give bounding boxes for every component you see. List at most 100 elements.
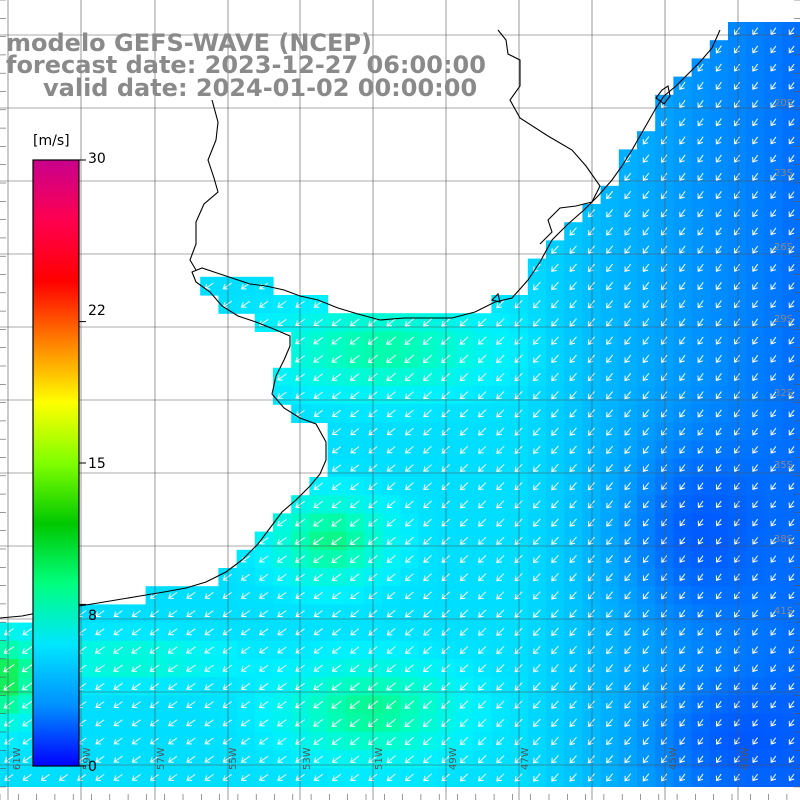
wind-arrow — [679, 591, 686, 600]
wind-arrow — [770, 573, 777, 582]
wind-arrow — [496, 627, 505, 636]
wind-arrow — [587, 573, 595, 582]
wind-arrow — [606, 318, 614, 327]
lat-label: 20S — [774, 98, 793, 109]
wind-arrow — [404, 555, 414, 563]
wind-arrow — [587, 700, 595, 709]
wind-arrow — [404, 700, 415, 709]
wind-arrow — [532, 773, 541, 782]
wind-arrow — [259, 591, 269, 599]
wind-arrow — [404, 518, 414, 527]
wind-arrow — [587, 391, 595, 400]
wind-arrow — [21, 664, 33, 673]
wind-arrow — [606, 700, 614, 709]
wind-arrow — [258, 719, 269, 727]
wind-arrow — [587, 664, 595, 673]
wind-arrow — [770, 118, 777, 127]
wind-arrow — [313, 373, 324, 381]
wind-arrow — [715, 227, 722, 236]
wind-arrow — [532, 409, 541, 418]
wind-arrow — [131, 719, 141, 727]
wind-arrow — [58, 773, 69, 781]
wind-arrow — [697, 172, 704, 181]
wind-arrow — [313, 500, 324, 509]
wind-arrow — [752, 245, 759, 254]
wind-arrow — [569, 682, 577, 691]
wind-arrow — [496, 372, 505, 382]
wind-arrow — [697, 609, 704, 618]
wind-arrow — [752, 191, 759, 200]
wind-arrow — [587, 627, 595, 636]
title-model: modelo GEFS-WAVE (NCEP) — [6, 29, 372, 57]
wind-arrow — [624, 190, 632, 200]
wind-arrow — [606, 536, 613, 545]
wind-arrow — [697, 318, 704, 327]
wind-arrow — [697, 755, 704, 764]
wind-arrow — [349, 318, 360, 327]
wind-arrow — [404, 500, 414, 509]
wind-arrow — [404, 427, 414, 436]
wind-arrow — [423, 500, 432, 509]
wind-arrow — [606, 591, 614, 600]
wind-arrow — [459, 773, 469, 782]
wind-arrow — [788, 646, 795, 654]
wind-arrow — [168, 591, 178, 599]
wind-arrow — [715, 464, 722, 472]
wind-arrow — [569, 573, 577, 582]
wind-arrow — [697, 519, 704, 527]
wind-arrow — [770, 45, 777, 54]
wind-arrow — [331, 573, 342, 581]
wind-arrow — [697, 773, 704, 782]
wind-arrow — [642, 645, 650, 655]
wind-arrow — [222, 719, 232, 727]
wind-arrow — [788, 537, 795, 545]
wind-arrow — [331, 536, 342, 545]
wind-arrow — [204, 737, 214, 745]
wind-arrow — [258, 682, 269, 690]
title-forecast-date: forecast date: 2023-12-27 06:00:00 — [6, 51, 486, 79]
wind-arrow — [496, 409, 505, 418]
wind-arrow — [679, 500, 686, 509]
wind-arrow — [459, 555, 469, 563]
wind-arrow — [679, 664, 686, 673]
wind-arrow — [386, 628, 396, 636]
coastline-main — [0, 29, 721, 619]
wind-arrow — [478, 464, 487, 472]
wind-arrow — [276, 537, 287, 545]
wind-arrow — [587, 554, 595, 564]
wind-arrow — [770, 737, 777, 745]
wind-arrow — [569, 554, 577, 564]
wind-arrow — [240, 773, 251, 781]
wind-arrow — [532, 718, 541, 728]
wind-arrow — [624, 518, 632, 527]
lon-label: 51W — [374, 747, 385, 770]
wind-arrow — [404, 336, 415, 345]
wind-arrow — [240, 701, 251, 709]
wind-arrow — [587, 300, 595, 309]
wind-arrow — [478, 482, 487, 491]
wind-arrow — [770, 773, 777, 782]
wind-arrow — [423, 518, 432, 527]
wind-arrow — [642, 500, 650, 509]
wind-arrow — [770, 191, 777, 199]
wind-arrow — [679, 282, 686, 291]
wind-arrow — [551, 409, 559, 418]
wind-arrow — [131, 682, 141, 690]
wind-arrow — [788, 555, 795, 563]
wind-arrow — [569, 245, 577, 254]
wind-arrow — [22, 628, 32, 636]
wind-arrow — [679, 700, 686, 709]
wind-arrow — [569, 591, 577, 600]
lat-label: 29S — [774, 314, 793, 325]
wind-arrow — [715, 409, 722, 418]
wind-arrow — [313, 300, 323, 308]
wind-arrow — [422, 700, 433, 709]
wind-arrow — [478, 555, 487, 563]
wind-arrow — [496, 300, 505, 309]
wind-arrow — [624, 536, 632, 545]
wind-arrow — [569, 627, 577, 637]
wind-arrow — [386, 409, 396, 418]
wind-arrow — [240, 591, 251, 599]
wind-arrow — [551, 482, 559, 491]
wind-arrow — [186, 610, 196, 618]
